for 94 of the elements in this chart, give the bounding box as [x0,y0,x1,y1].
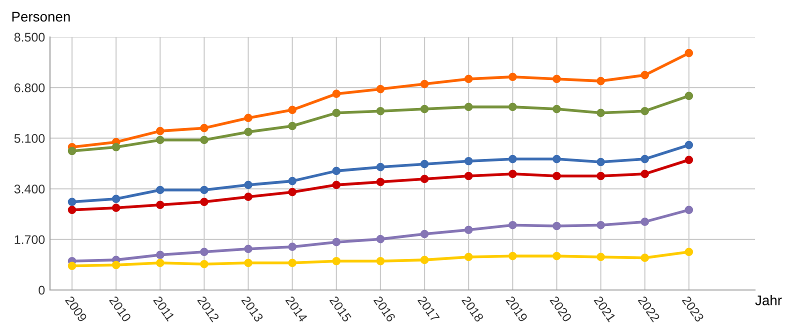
point [200,248,208,256]
point [640,106,650,116]
point [596,158,605,166]
point [420,160,429,168]
point [244,128,252,136]
point [200,198,208,206]
point [684,156,694,164]
point [420,174,429,184]
point [508,102,517,112]
point [464,74,473,84]
point [156,200,164,210]
point [288,242,297,252]
point [552,74,561,84]
point [112,204,120,212]
point [596,76,605,86]
point [68,206,76,214]
y-axis-title: Personen [12,12,70,22]
point [376,256,385,266]
point [464,156,473,166]
point [640,218,650,226]
point [112,194,120,204]
point [596,252,605,262]
point [552,172,561,180]
point [552,104,561,114]
point [552,252,561,260]
point [156,136,164,144]
point [332,180,341,190]
point [288,106,297,114]
point [112,260,120,270]
point [508,154,517,164]
point [684,140,694,150]
point [596,108,605,118]
point [288,176,297,186]
point [420,80,429,88]
point [332,166,341,176]
y-tick-label: 8.500 [14,32,45,42]
point [68,198,76,206]
point [244,244,252,254]
point [244,258,252,268]
point [684,92,694,100]
point [420,104,429,114]
point [156,126,164,136]
y-tick-label: 1.700 [14,235,45,244]
point [640,170,650,178]
point [68,146,76,156]
point [684,206,694,214]
point [200,260,208,268]
point [464,226,473,234]
point [640,254,650,262]
point [508,72,517,82]
point [640,154,650,164]
point [420,230,429,238]
point [200,186,208,194]
point [332,108,341,118]
point [684,48,694,58]
point [288,122,297,130]
point [684,248,694,256]
point [244,192,252,202]
point [508,170,517,178]
point [156,250,164,260]
y-tick-label: 6.800 [14,83,45,92]
point [200,124,208,132]
point [156,186,164,194]
y-tick-label: 0 [38,286,45,295]
point [420,256,429,264]
y-tick-label: 5.100 [14,134,45,143]
point [244,180,252,190]
point [156,258,164,268]
point [464,252,473,262]
point [376,106,385,116]
point [200,136,208,144]
y-tick-label: 3.400 [14,184,45,194]
point [376,178,385,186]
point [552,222,561,230]
point [112,142,120,152]
point [508,220,517,230]
point [288,258,297,268]
point [464,172,473,180]
point [376,84,385,94]
point [332,256,341,266]
point [288,188,297,196]
point [596,172,605,180]
point [68,262,76,270]
point [376,162,385,172]
point [552,154,561,164]
point [332,238,341,246]
point [596,220,605,230]
point [376,234,385,244]
point [464,102,473,112]
x-axis-title: Jahr [755,295,782,306]
point [640,70,650,80]
point [508,252,517,260]
point [332,90,341,98]
point [244,114,252,122]
